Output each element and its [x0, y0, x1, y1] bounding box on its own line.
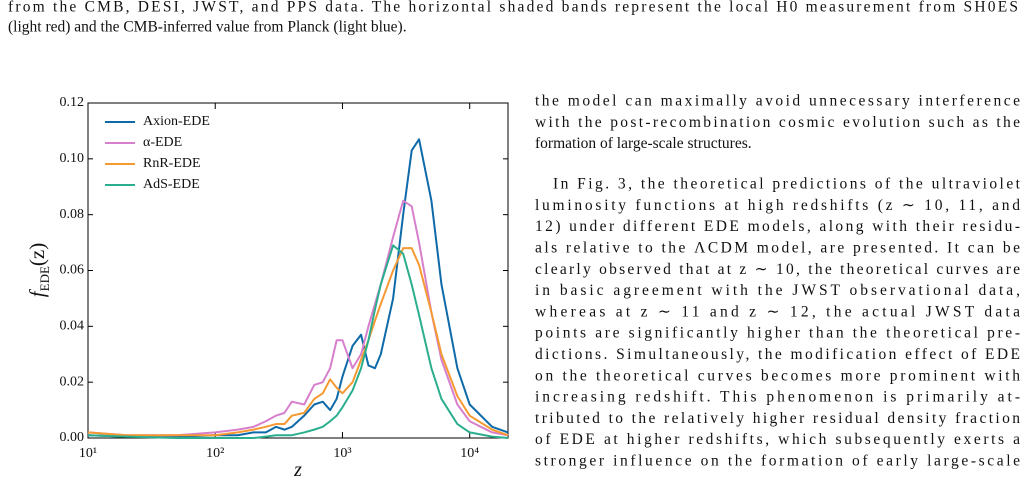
series-line	[87, 247, 509, 437]
body-line: in basic agreement with the JWST observa…	[535, 282, 1020, 299]
body-line: with the post-recombination cosmic evolu…	[535, 114, 1020, 131]
x-tick-label: 10²	[206, 446, 224, 461]
series-line	[87, 138, 509, 438]
body-line: increasing redshift. This phenomenon is …	[535, 389, 1020, 406]
caption-line: (light red) and the CMB-inferred value f…	[8, 19, 407, 36]
y-axis-label: fEDE(z)	[25, 243, 52, 297]
body-line: als relative to the ΛCDM model, are pres…	[535, 239, 1020, 256]
body-line: the model can maximally avoid unnecessar…	[535, 93, 1020, 110]
x-tick-label: 10¹	[79, 446, 97, 461]
legend-label: AdS-EDE	[143, 177, 200, 192]
body-line: 12) under different EDE models, along wi…	[535, 218, 1020, 235]
body-line: dictions. Simultaneously, the modificati…	[535, 346, 1020, 363]
y-tick-label: 0.10	[60, 151, 85, 166]
body-line: stronger influence on the formation of e…	[535, 452, 1020, 469]
y-tick-label: 0.08	[60, 207, 85, 222]
x-tick-label: 10³	[333, 446, 351, 461]
y-axis-label-main: f	[25, 288, 49, 297]
x-tick-label: 10⁴	[460, 446, 479, 461]
y-tick-label: 0.00	[60, 430, 85, 445]
body-line: on the theoretical curves becomes more p…	[535, 367, 1020, 384]
y-axis-label-rest: (z)	[25, 243, 49, 266]
y-tick-label: 0.04	[60, 319, 85, 334]
y-tick-label: 0.02	[60, 374, 85, 389]
plot-frame	[87, 102, 509, 439]
series-line	[87, 199, 509, 437]
series-line	[87, 244, 509, 439]
body-line: tributed to the relatively higher residu…	[535, 410, 1020, 427]
caption-line: from the CMB, DESI, JWST, and PPS data. …	[8, 0, 1018, 16]
body-line: luminosity functions at high redshifts (…	[535, 197, 1020, 214]
y-tick-label: 0.12	[60, 95, 85, 110]
legend-label: RnR-EDE	[143, 156, 201, 171]
body-line: of EDE at higher redshifts, which subseq…	[535, 431, 1020, 448]
body-line: points are significantly higher than the…	[535, 325, 1020, 342]
body-line: whereas at z ∼ 11 and z ∼ 12, the actual…	[535, 303, 1020, 320]
y-tick-label: 0.06	[60, 263, 85, 278]
y-axis-label-sub: EDE	[37, 266, 52, 291]
legend-label: α-EDE	[143, 135, 182, 150]
body-line: formation of large-scale structures.	[535, 135, 752, 152]
x-axis-label: z	[293, 459, 302, 481]
body-line: clearly observed that at z ∼ 10, the the…	[535, 261, 1020, 278]
body-line: In Fig. 3, the theoretical predictions o…	[553, 176, 1021, 193]
legend-label: Axion-EDE	[143, 114, 210, 129]
